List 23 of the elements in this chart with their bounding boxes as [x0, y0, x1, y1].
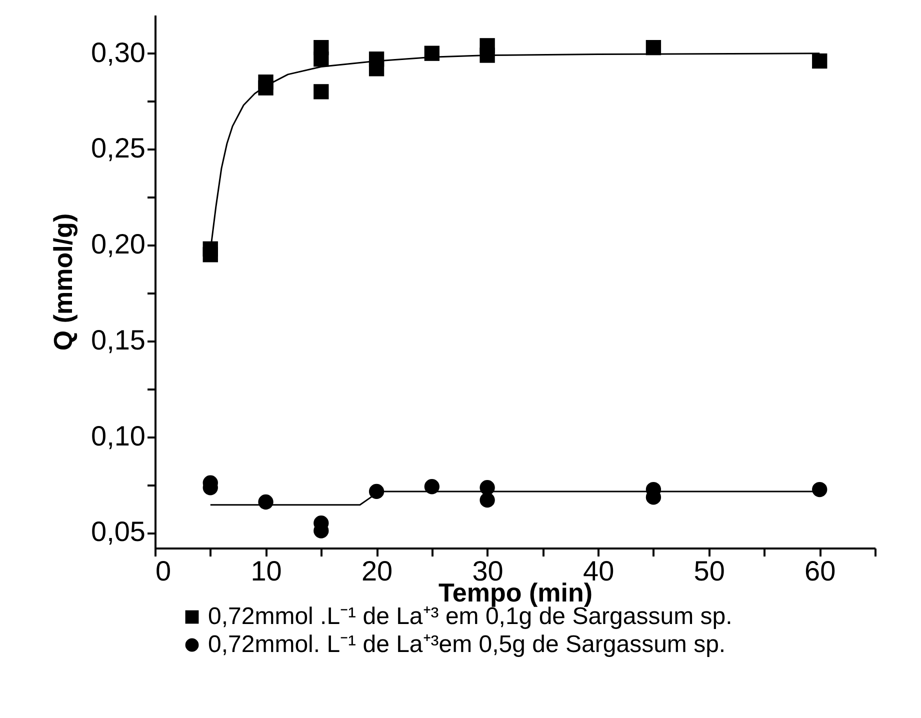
point [202, 241, 218, 256]
x-tick-label: 50 [694, 556, 725, 586]
y-tick-label: 0,20 [91, 228, 146, 260]
point [258, 74, 274, 90]
point [812, 482, 828, 498]
point [314, 52, 329, 67]
y-tick-label: 0,15 [91, 324, 146, 356]
x-tick-label: 20 [361, 556, 393, 586]
y-tick-label: 0,25 [91, 132, 146, 164]
y-tick-label: 0,30 [91, 36, 146, 68]
point [424, 479, 440, 494]
x-tick-label: 60 [804, 556, 836, 586]
point [480, 48, 495, 63]
point [480, 492, 495, 508]
x-tick-label: 0 [156, 556, 172, 586]
y-axis-title: Q (mmol/g) [48, 213, 78, 351]
y-tick-label: 0,10 [91, 420, 146, 452]
x-tick-label: 10 [250, 556, 282, 586]
legend-label: 0,72mmol. L⁻¹ de La⁺³em 0,5g de Sargassum sp. [208, 631, 726, 658]
y-tick-label: 0,05 [91, 516, 146, 548]
point [812, 53, 828, 69]
point [368, 61, 384, 76]
point [314, 84, 329, 100]
